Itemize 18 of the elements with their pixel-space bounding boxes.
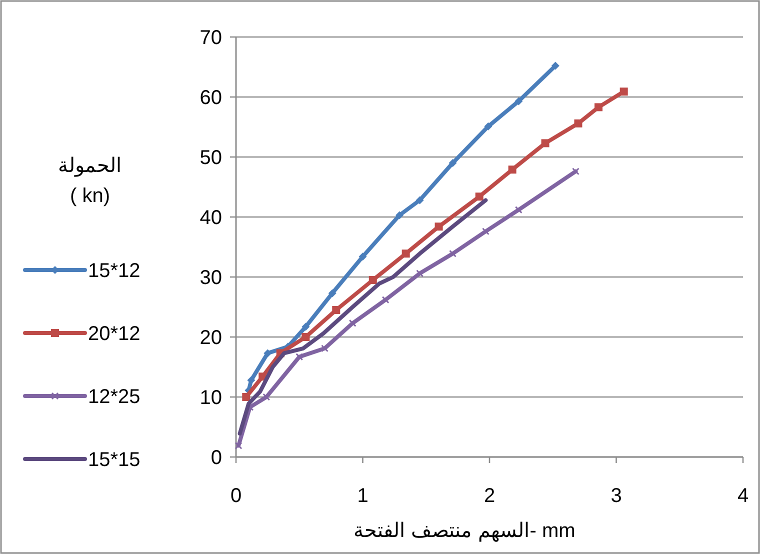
legend-label: 15*15 <box>88 449 140 471</box>
y-tick-label: 50 <box>200 147 222 169</box>
x-tick-label: 1 <box>357 485 368 507</box>
x-tick-label: 0 <box>230 485 242 507</box>
legend-label: 20*12 <box>88 323 140 345</box>
y-tick-label: 40 <box>200 207 222 229</box>
x-tick-label: 4 <box>737 485 749 507</box>
x-tick-label: 2 <box>484 485 496 507</box>
y-tick-label: 0 <box>210 447 222 469</box>
y-tick-label: 60 <box>200 87 222 109</box>
y-tick-label: 70 <box>200 27 222 49</box>
y-tick-label: 30 <box>200 267 222 289</box>
legend-label: 15*12 <box>88 260 140 282</box>
x-tick-label: 3 <box>610 485 622 507</box>
y-tick-label: 20 <box>200 327 222 349</box>
legend-label: 12*25 <box>88 386 140 408</box>
y-tick-label: 10 <box>200 387 222 409</box>
x-axis-title: السهم منتصف الفتحة- mm <box>354 520 576 542</box>
